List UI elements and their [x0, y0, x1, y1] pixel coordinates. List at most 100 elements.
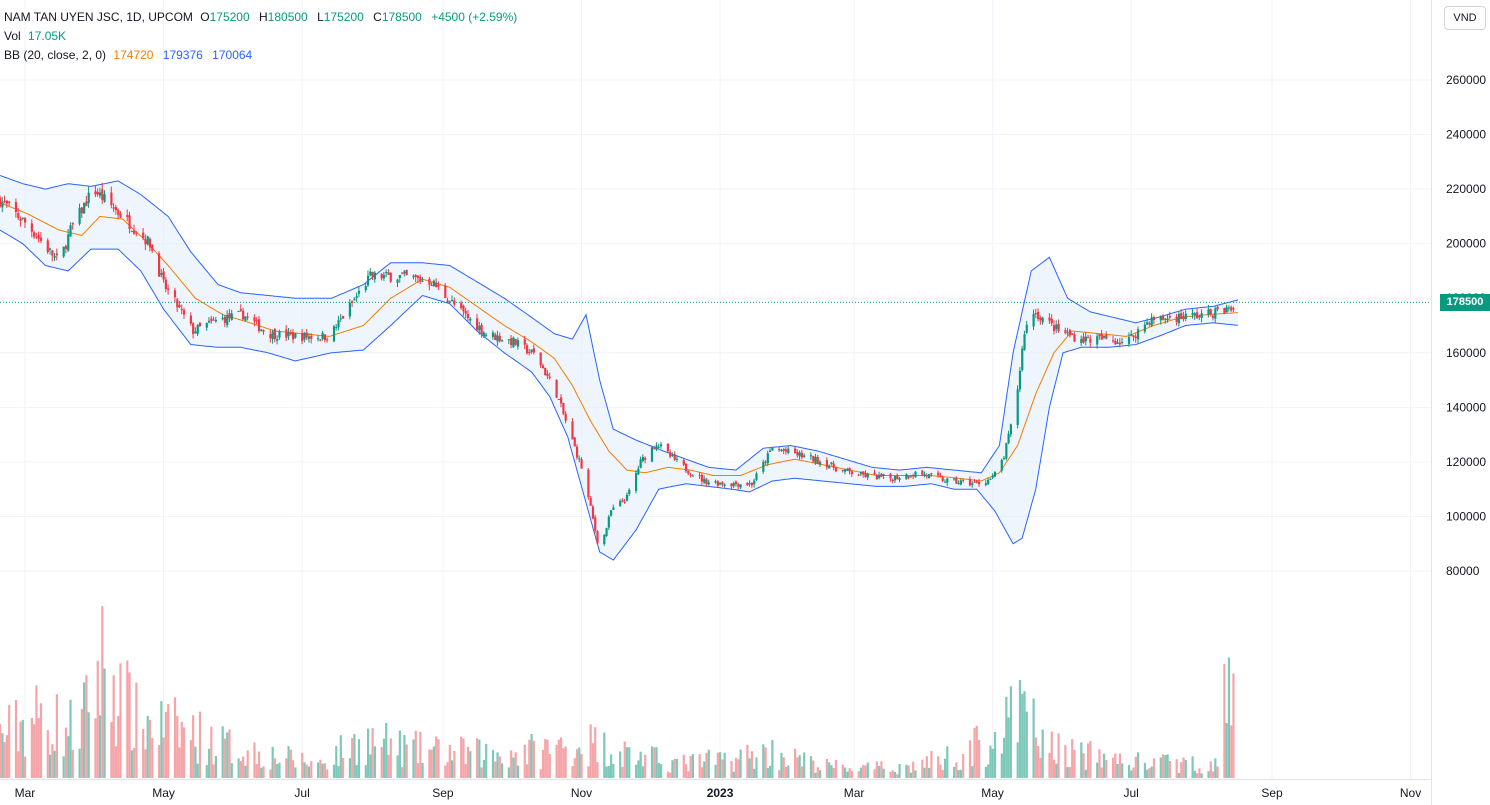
volume-bar: [144, 749, 147, 778]
candle-body: [387, 272, 390, 275]
volume-bar: [1034, 737, 1037, 778]
candle-body: [162, 271, 165, 280]
volume-bar: [510, 750, 513, 778]
candle-body: [912, 475, 915, 477]
volume-bar: [748, 758, 751, 778]
volume-bar: [984, 766, 987, 778]
volume-bar: [878, 765, 881, 778]
volume-bar: [446, 762, 449, 778]
volume-bar: [1007, 717, 1010, 778]
candle-body: [1177, 314, 1181, 324]
candle-body: [862, 471, 865, 475]
volume-bar: [941, 769, 944, 778]
y-tick-label: 260000: [1446, 73, 1486, 87]
currency-button[interactable]: VND: [1444, 6, 1486, 30]
candle-body: [1080, 338, 1083, 343]
volume-bar: [923, 767, 926, 778]
volume-bar: [737, 759, 740, 778]
candle-body: [510, 338, 513, 345]
candle-body: [462, 305, 465, 312]
volume-bar: [14, 700, 18, 778]
volume-bar: [305, 764, 308, 778]
volume-bar: [126, 660, 129, 778]
volume-bar: [905, 764, 908, 778]
volume-bar: [1105, 760, 1108, 778]
candle-body: [71, 222, 74, 225]
volume-bar: [862, 764, 865, 778]
candle-body: [373, 272, 376, 280]
volume-bar: [825, 758, 828, 778]
candlesticks: [0, 182, 1235, 546]
candle-body: [1121, 341, 1124, 343]
candle-body: [226, 314, 229, 326]
candle-body: [385, 271, 388, 273]
x-tick-label: Nov: [571, 786, 592, 800]
volume-bar: [307, 766, 311, 778]
candle-body: [167, 288, 170, 290]
volume-bar: [214, 756, 217, 778]
candle-body: [1050, 318, 1053, 324]
candle-body: [341, 315, 345, 319]
candle-body: [1057, 323, 1060, 332]
close-label: C: [373, 10, 382, 24]
y-tick-label: 120000: [1446, 455, 1486, 469]
volume-bars: [0, 606, 1235, 778]
volume-bar: [714, 764, 717, 778]
volume-bar: [698, 754, 701, 778]
volume-bar: [500, 763, 504, 778]
candle-body: [1071, 333, 1074, 335]
volume-bar: [1130, 770, 1133, 778]
candle-body: [416, 275, 420, 279]
candle-body: [832, 463, 835, 468]
candle-body: [242, 310, 245, 320]
symbol-title[interactable]: NAM TAN UYEN JSC, 1D, UPCOM: [4, 10, 193, 24]
volume-bar: [69, 699, 72, 778]
volume-bar: [469, 751, 472, 778]
candle-body: [796, 452, 799, 456]
volume-bar: [498, 756, 501, 778]
candle-body: [285, 329, 288, 338]
volume-bar: [1096, 762, 1099, 778]
candle-body: [866, 473, 869, 478]
volume-bar: [1148, 768, 1151, 778]
volume-bar: [921, 759, 924, 778]
candle-body: [332, 326, 336, 342]
volume-bar: [62, 756, 65, 778]
candle-body: [491, 332, 495, 337]
volume-bar: [530, 733, 533, 778]
candle-body: [673, 454, 676, 460]
candle-body: [544, 367, 547, 376]
candle-body: [514, 339, 517, 345]
volume-bar: [557, 739, 560, 778]
candle-body: [19, 218, 22, 221]
volume-bar: [230, 763, 233, 778]
candle-body: [1016, 389, 1019, 425]
bb-label[interactable]: BB (20, close, 2, 0): [4, 48, 107, 62]
candle-body: [317, 338, 320, 340]
y-tick-label: 200000: [1446, 237, 1486, 251]
volume-bar: [893, 771, 897, 778]
candle-body: [396, 279, 399, 283]
volume-bar: [444, 765, 447, 778]
volume-bar: [946, 746, 949, 778]
candle-body: [435, 282, 438, 288]
candle-body: [119, 213, 122, 218]
volume-bar: [419, 731, 422, 778]
volume-bar: [830, 765, 833, 778]
volume-bar: [244, 765, 247, 778]
candle-body: [178, 305, 181, 308]
candle-body: [257, 319, 261, 332]
volume-bar: [1177, 772, 1181, 778]
volume-bar: [703, 761, 706, 778]
volume-bar: [973, 727, 976, 778]
candle-body: [880, 473, 883, 477]
volume-bar: [246, 750, 249, 778]
volume-bar: [55, 694, 58, 778]
candle-body: [507, 339, 510, 341]
candle-body: [794, 448, 797, 454]
volume-bar: [357, 739, 361, 778]
candle-body: [771, 447, 774, 451]
volume-bar: [880, 761, 883, 778]
volume-label[interactable]: Vol: [4, 29, 21, 43]
